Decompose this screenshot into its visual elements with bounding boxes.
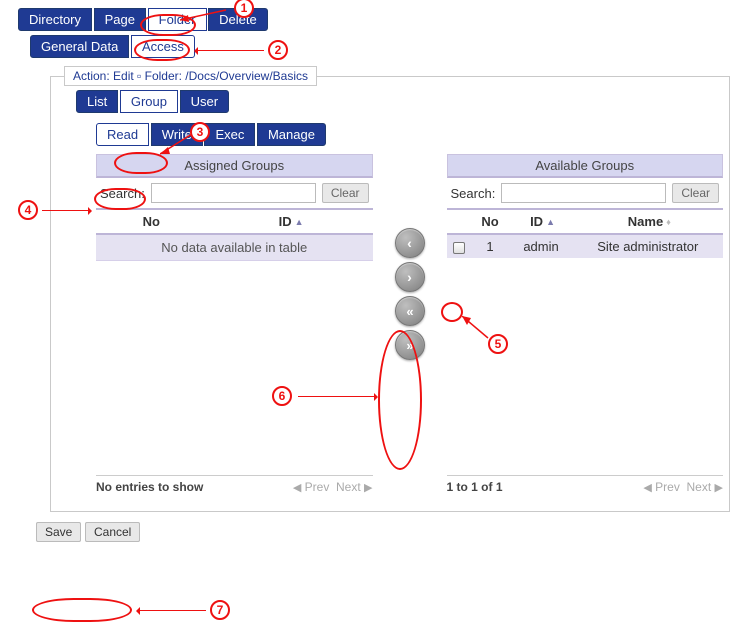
assigned-empty: No data available in table [96,234,373,261]
cancel-button[interactable]: Cancel [85,522,140,542]
assigned-search-input[interactable] [151,183,316,203]
sort-asc-icon: ▲ [546,217,555,227]
assigned-pager-info: No entries to show [96,480,203,494]
available-next[interactable]: Next [687,480,712,494]
save-button[interactable]: Save [36,522,81,542]
available-col-id[interactable]: ID [530,214,543,229]
assigned-prev[interactable]: Prev [305,480,330,494]
move-left-button[interactable]: ‹ [395,228,425,258]
available-groups-panel: Available Groups Search: Clear No ID▲ Na… [447,154,724,494]
available-prev-icon[interactable]: ◀ [643,482,651,494]
callout-arrow-4 [42,210,90,211]
tab-read[interactable]: Read [96,123,149,146]
tab-list[interactable]: List [76,90,118,113]
sort-icon: ♦ [666,217,671,227]
available-pager-info: 1 to 1 of 1 [447,480,503,494]
tab-write[interactable]: Write [151,123,203,146]
table-row[interactable]: 1 admin Site administrator [447,234,724,258]
row-no: 1 [471,234,510,258]
available-table: No ID▲ Name♦ 1 admin Site administrator [447,210,724,258]
chevron-left-icon: ‹ [407,236,412,250]
tab-folder[interactable]: Folder [148,8,207,31]
top-tabs: Directory Page Folder Delete [18,8,742,31]
callout-arrow-6 [298,396,376,397]
available-clear-button[interactable]: Clear [672,183,719,203]
move-all-left-button[interactable]: « [395,296,425,326]
sub-tabs: General Data Access [30,35,742,58]
callout-ring-7 [32,598,132,622]
assigned-clear-button[interactable]: Clear [322,183,369,203]
tab-manage[interactable]: Manage [257,123,326,146]
available-search-label: Search: [451,186,496,201]
sort-asc-icon: ▲ [295,217,304,227]
double-chevron-left-icon: « [406,305,409,318]
permission-tabs: Read Write Exec Manage [96,123,714,146]
available-prev[interactable]: Prev [655,480,680,494]
callout-4: 4 [18,200,38,220]
available-search-input[interactable] [501,183,666,203]
callout-arrow-7 [138,610,206,611]
assigned-next-icon[interactable]: ▶ [364,482,372,494]
assigned-prev-icon[interactable]: ◀ [293,482,301,494]
view-tabs: List Group User [76,90,714,113]
assigned-groups-panel: Assigned Groups Search: Clear No ID▲ No … [96,154,373,494]
callout-arrow-2 [196,50,264,51]
tab-page[interactable]: Page [94,8,146,31]
tab-exec[interactable]: Exec [204,123,255,146]
chevron-right-icon: › [407,270,412,284]
assigned-search-label: Search: [100,186,145,201]
double-chevron-right-icon: » [406,339,409,352]
assigned-col-no[interactable]: No [143,214,160,229]
assigned-col-id[interactable]: ID [279,214,292,229]
tab-delete[interactable]: Delete [208,8,268,31]
assigned-table: No ID▲ No data available in table [96,210,373,261]
tab-access[interactable]: Access [131,35,195,58]
transfer-buttons: ‹ › « » [395,154,425,360]
panel-legend: Action: Edit ▫ Folder: /Docs/Overview/Ba… [64,66,317,86]
edit-panel: Action: Edit ▫ Folder: /Docs/Overview/Ba… [50,68,730,512]
assigned-pager: No entries to show ◀ Prev Next ▶ [96,475,373,494]
assigned-title: Assigned Groups [96,154,373,178]
callout-7: 7 [210,600,230,620]
row-name: Site administrator [573,234,723,258]
available-col-name[interactable]: Name [628,214,663,229]
tab-user[interactable]: User [180,90,229,113]
row-checkbox[interactable] [453,242,465,254]
tab-directory[interactable]: Directory [18,8,92,31]
available-next-icon[interactable]: ▶ [715,482,723,494]
assigned-next[interactable]: Next [336,480,361,494]
available-col-no[interactable]: No [481,214,498,229]
move-right-button[interactable]: › [395,262,425,292]
tab-general-data[interactable]: General Data [30,35,129,58]
move-all-right-button[interactable]: » [395,330,425,360]
available-pager: 1 to 1 of 1 ◀ Prev Next ▶ [447,475,724,494]
available-title: Available Groups [447,154,724,178]
row-id: admin [510,234,573,258]
tab-group[interactable]: Group [120,90,178,113]
